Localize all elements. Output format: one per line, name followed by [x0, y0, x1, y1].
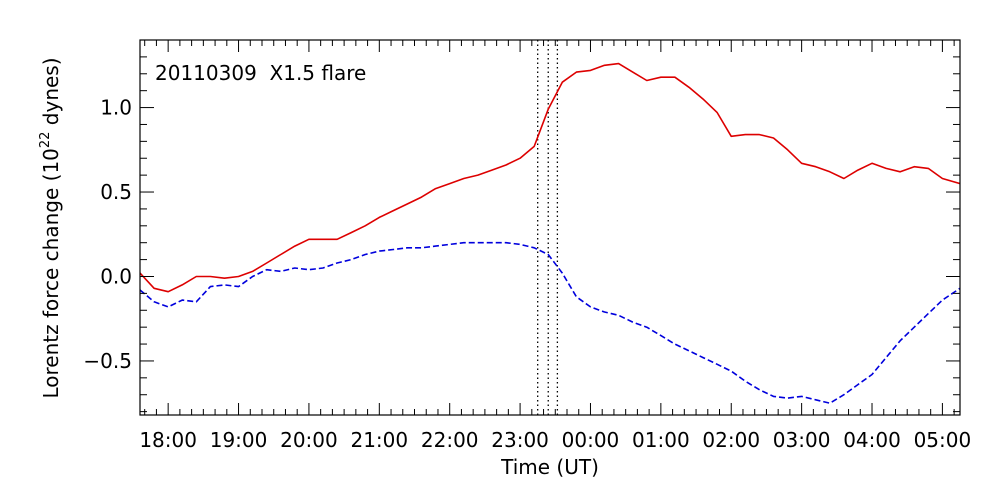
y-tick-labels: −0.5 0.0 0.5 1.0 — [83, 96, 132, 373]
x-tick-label: 00:00 — [562, 428, 620, 452]
x-tick-label: 22:00 — [421, 428, 479, 452]
series-line-solid — [140, 62, 960, 293]
y-tick-label: 0.5 — [100, 180, 132, 204]
y-axis-title-exponent: 22 — [38, 132, 53, 149]
axis-ticks — [140, 40, 960, 415]
x-tick-label: 05:00 — [914, 428, 972, 452]
y-tick-label: 1.0 — [100, 96, 132, 120]
plot-frame — [139, 39, 961, 416]
y-tick-label: 0.0 — [100, 264, 132, 288]
series-layer — [140, 62, 960, 405]
y-axis-title: Lorentz force change (1022 dynes) — [38, 57, 63, 398]
y-axis-title-prefix: Lorentz force change (10 — [39, 148, 63, 398]
x-tick-label: 23:00 — [491, 428, 549, 452]
flare-annotation: 20110309 X1.5 flare — [155, 61, 366, 85]
x-tick-label: 20:00 — [280, 428, 338, 452]
series-line-dashed — [140, 241, 960, 405]
x-tick-label: 21:00 — [350, 428, 408, 452]
x-tick-label: 04:00 — [843, 428, 901, 452]
x-tick-label: 01:00 — [632, 428, 690, 452]
x-tick-label: 19:00 — [210, 428, 268, 452]
y-axis-title-suffix: dynes) — [39, 57, 63, 131]
x-tick-label: 18:00 — [139, 428, 197, 452]
x-tick-labels: 18:00 19:00 20:00 21:00 22:00 23:00 00:00 01:00… — [139, 428, 971, 452]
x-tick-label: 02:00 — [702, 428, 760, 452]
y-tick-label: −0.5 — [83, 349, 132, 373]
x-tick-label: 03:00 — [773, 428, 831, 452]
x-axis-title: Time (UT) — [500, 455, 599, 479]
